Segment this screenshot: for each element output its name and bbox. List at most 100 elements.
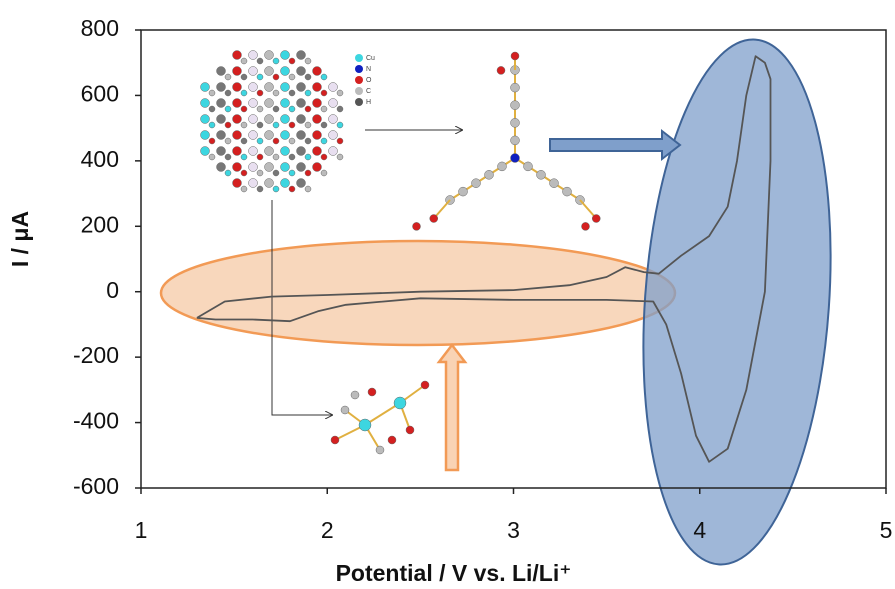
atom [233,115,242,124]
atom [209,154,215,160]
atom [273,90,279,96]
y-tick-label: 800 [81,15,119,41]
atom [273,106,279,112]
arrow [439,345,465,470]
legend-swatch [355,87,363,95]
highlight-ellipse [161,241,675,345]
atom [257,122,263,128]
legend-label: N [366,66,371,73]
atom [257,186,263,192]
x-tick-label: 3 [507,517,520,543]
atom [459,187,468,196]
atom [249,83,258,92]
atom [217,99,226,108]
y-tick-label: 400 [81,146,119,172]
atom [289,186,295,192]
atom [550,179,559,188]
atom [217,67,226,76]
atom [341,406,349,414]
atom [249,115,258,124]
atom [563,187,572,196]
atom [233,67,242,76]
atom [257,170,263,176]
atom [289,170,295,176]
atom [249,67,258,76]
atom [225,106,231,112]
atom [225,74,231,80]
atom [241,186,247,192]
atom [233,179,242,188]
atom [201,83,210,92]
atom [225,122,231,128]
atom [201,131,210,140]
atom [305,90,311,96]
atom [376,446,384,454]
atom [217,115,226,124]
atom [421,381,429,389]
atom [337,90,343,96]
atom [289,74,295,80]
atom [233,163,242,172]
atom [249,163,258,172]
legend-swatch [355,54,363,62]
atom [329,147,338,156]
legend-swatch [355,76,363,84]
atom [297,67,306,76]
atom [273,58,279,64]
atom [329,131,338,140]
atom [331,436,339,444]
atom [273,186,279,192]
atom [233,147,242,156]
x-axis-title: Potential / V vs. Li/Li⁺ [336,560,572,586]
highlight-ellipse [627,33,847,571]
atom [225,138,231,144]
atom [241,154,247,160]
atom [257,154,263,160]
atom [394,397,406,409]
atom [305,154,311,160]
atom [511,154,520,163]
atom [511,101,520,110]
atom [305,170,311,176]
atom [241,122,247,128]
atom [305,58,311,64]
atom [305,138,311,144]
atom [241,170,247,176]
atom [313,163,322,172]
atom [233,83,242,92]
atom [257,58,263,64]
atom [388,436,396,444]
atom [265,67,274,76]
atom [368,388,376,396]
atom [217,147,226,156]
legend-label: Cu [366,55,375,62]
atom [233,131,242,140]
atom [289,138,295,144]
atom [281,51,290,60]
y-tick-label: -600 [73,473,119,499]
legend-label: C [366,88,371,95]
atom [297,115,306,124]
atom [485,170,494,179]
atom [313,99,322,108]
atom [257,90,263,96]
x-tick-label: 4 [693,517,706,543]
y-tick-label: 0 [106,277,119,303]
atom [511,136,520,145]
atom [233,99,242,108]
atom [225,90,231,96]
atom [217,163,226,172]
atom [281,83,290,92]
atom [592,215,600,223]
chart: CuNOCH-600-400-200020040060080012345Pote… [0,0,895,589]
atom [511,52,519,60]
atom [273,170,279,176]
legend-label: H [366,99,371,106]
atom [321,170,327,176]
atom [297,131,306,140]
atom [201,147,210,156]
atom [497,66,505,74]
atom [359,419,371,431]
atom [249,51,258,60]
atom [313,131,322,140]
